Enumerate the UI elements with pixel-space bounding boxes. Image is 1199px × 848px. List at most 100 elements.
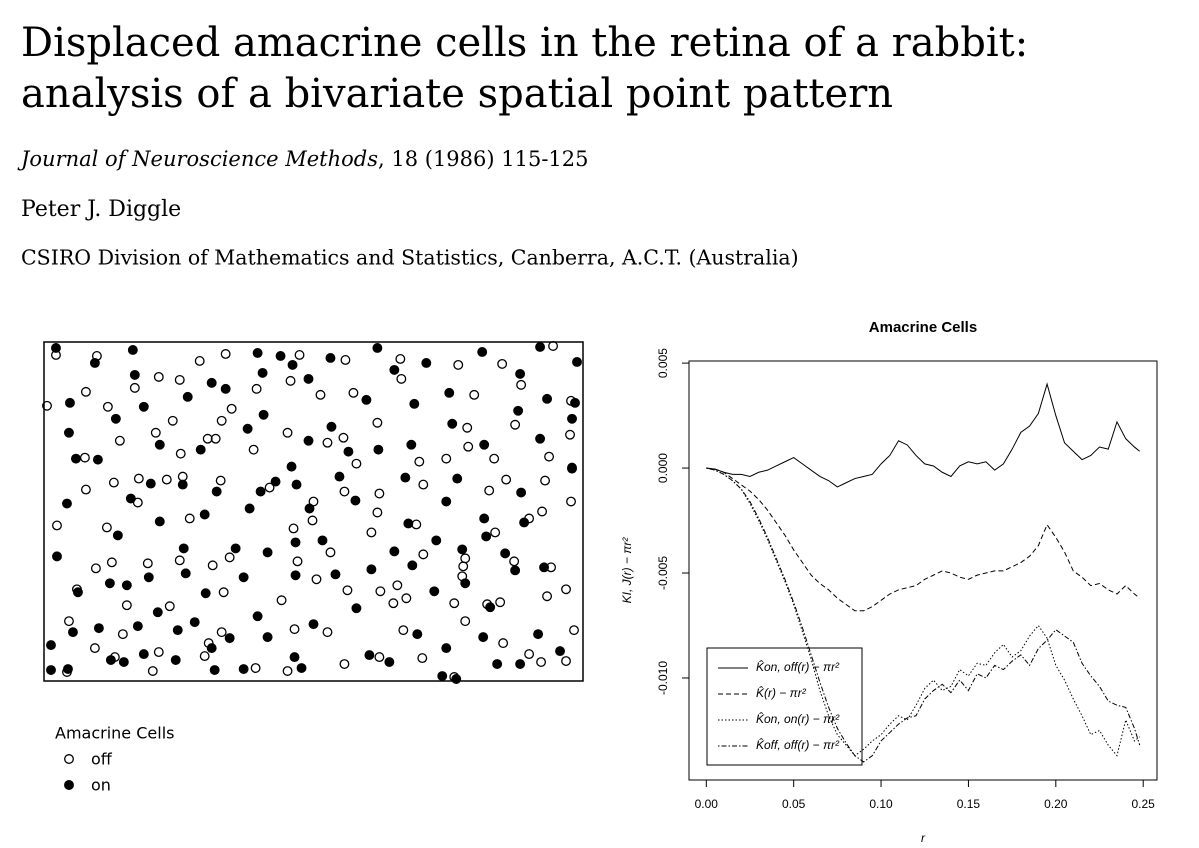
cell-point (90, 563, 101, 574)
cell-point (375, 586, 386, 597)
cell-point (195, 444, 206, 455)
cell-point (535, 433, 546, 444)
cell-point (189, 617, 200, 628)
cell-point (154, 439, 165, 450)
x-axis-label: r (921, 831, 926, 845)
cell-point (282, 666, 293, 676)
cell-point (481, 531, 492, 542)
cell-point (567, 413, 577, 424)
cell-point (129, 369, 140, 380)
cell-point (291, 479, 302, 490)
legend-box (706, 647, 863, 766)
cell-point (542, 393, 553, 404)
cell-point (65, 397, 75, 408)
cell-point (478, 632, 489, 643)
cell-point (114, 435, 125, 446)
cell-point (479, 513, 490, 524)
cell-point (555, 646, 565, 657)
cell-point (42, 400, 52, 411)
cell-point (89, 357, 100, 368)
cell-point (108, 477, 119, 488)
cell-point (311, 574, 322, 585)
cell-point (170, 655, 181, 666)
title-line: Displaced amacrine cells in the retina o… (21, 20, 1028, 66)
cell-point (407, 560, 418, 571)
legend-label: K̂off, off(r) − πr² (756, 737, 840, 752)
cell-point (401, 593, 412, 604)
cell-point (288, 523, 299, 534)
cell-point (216, 627, 227, 638)
cell-point (485, 602, 496, 613)
cell-point (437, 671, 448, 681)
cell-point (244, 503, 255, 514)
cell-point (540, 475, 551, 486)
legend-label: K̂on, on(r) − πr² (756, 711, 840, 726)
cell-point (315, 389, 326, 400)
cell-point (262, 547, 273, 558)
cell-point (121, 580, 132, 591)
cell-point (350, 495, 361, 506)
cell-point (67, 627, 78, 638)
cell-point (51, 343, 61, 353)
cell-point (224, 552, 235, 563)
cell-point (303, 373, 314, 384)
cell-point (458, 561, 469, 572)
cell-point (194, 355, 205, 366)
cell-point (290, 570, 301, 581)
legend-marker (64, 780, 74, 790)
cell-point (492, 659, 503, 670)
cell-point (127, 345, 138, 355)
cell-point (289, 624, 300, 635)
cell-point (153, 371, 164, 382)
author: Peter J. Diggle (21, 197, 181, 222)
cell-point (384, 657, 395, 668)
cell-point (431, 535, 442, 546)
cell-point (374, 488, 385, 499)
cell-point (340, 354, 351, 365)
cell-point (218, 587, 229, 598)
cell-point (421, 357, 432, 368)
cell-point (519, 517, 530, 528)
cell-point (322, 437, 333, 448)
x-tick-label: 0.25 (1132, 797, 1156, 811)
cell-point (102, 401, 113, 412)
cell-point (104, 578, 115, 589)
legend-label: off (91, 750, 113, 769)
cell-point (366, 564, 377, 575)
k-function-line (706, 382, 1141, 488)
cell-point (509, 556, 520, 567)
cell-point (373, 444, 384, 455)
cell-point (366, 527, 377, 538)
cell-point (106, 557, 117, 568)
cell-point (117, 629, 128, 640)
cell-point (252, 348, 263, 358)
cell-point (286, 461, 297, 472)
cell-point (542, 591, 553, 602)
cell-point (296, 663, 307, 673)
cell-point (178, 543, 189, 554)
cell-point (515, 368, 526, 379)
cell-point (533, 629, 544, 640)
cell-point (463, 441, 474, 452)
cell-point (460, 578, 471, 589)
cell-point (361, 394, 372, 405)
cell-point (398, 625, 409, 636)
cell-point (164, 601, 175, 612)
y-axis-label: KI, J(r) − πr² (620, 537, 634, 604)
cell-point (418, 479, 429, 490)
cell-point (569, 625, 579, 636)
cell-point (252, 611, 263, 622)
cell-point (515, 659, 526, 670)
cell-point (304, 503, 315, 514)
cell-point (414, 456, 425, 467)
cell-point (138, 401, 149, 412)
cell-point (133, 473, 144, 484)
cell-point (330, 569, 341, 580)
cell-point (338, 432, 349, 443)
cell-point (209, 665, 220, 675)
cell-point (210, 433, 221, 444)
cell-point (150, 427, 161, 438)
cell-point (441, 496, 452, 507)
